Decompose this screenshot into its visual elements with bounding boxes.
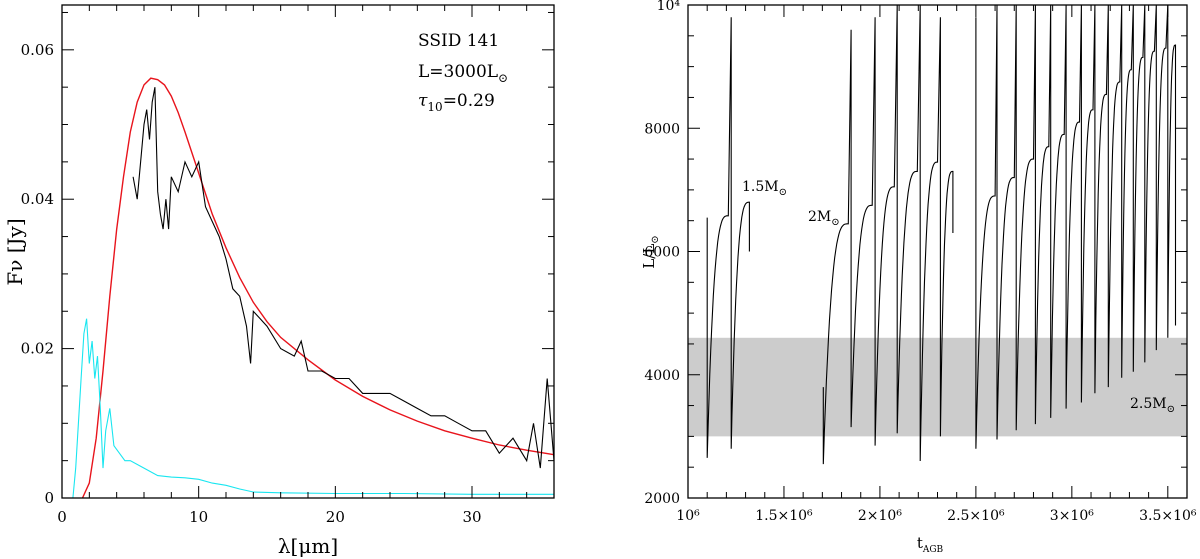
right-y-axis-label-main: L/L <box>640 244 658 269</box>
tau-label: τ10=0.29 <box>418 91 495 114</box>
right-y-tick-label: 6000 <box>644 245 680 261</box>
left-y-tick-label: 0.04 <box>21 190 54 208</box>
label-1-5-msun: 1.5M⊙ <box>742 179 787 198</box>
label-1-5-msun-text: 1.5M <box>742 179 779 195</box>
right-x-tick-label: 3.5×10⁶ <box>1139 508 1197 524</box>
right-x-tick-label: 1.5×10⁶ <box>755 508 813 524</box>
label-2-msun-text: 2M <box>808 209 831 225</box>
label-2-5-msun-text: 2.5M <box>1130 396 1167 412</box>
left-x-axis-label: λ[μm] <box>278 534 338 558</box>
tau-value: =0.29 <box>443 91 495 111</box>
luminosity-label: L=3000L⊙ <box>418 62 508 85</box>
right-x-axis-label: tAGB <box>917 534 944 555</box>
left-y-tick-label: 0 <box>44 489 54 507</box>
left-y-axis-label: Fν [Jy] <box>3 218 27 285</box>
label-2-5-msun-sun: ⊙ <box>1167 404 1175 415</box>
ssid-label: SSID 141 <box>418 31 499 51</box>
luminosity-text: L=3000L <box>418 62 498 82</box>
right-x-axis-label-main: t <box>917 534 923 552</box>
right-ticks <box>687 4 1187 499</box>
left-series-model <box>81 77 555 499</box>
label-2-msun: 2M⊙ <box>808 209 840 228</box>
right-panel: 10⁶ 1.5×10⁶ 2×10⁶ 2.5×10⁶ 3×10⁶ 3.5×10⁶ 2000 4… <box>640 0 1197 555</box>
right-y-tick-label: 2000 <box>644 491 680 507</box>
left-y-tick-labels: 0 0.02 0.04 0.06 <box>21 41 54 507</box>
left-x-tick-label: 10 <box>189 508 208 526</box>
right-y-axis-label-sub: ⊙ <box>650 235 661 243</box>
shaded-band <box>688 337 1187 437</box>
right-y-axis-label: L/L⊙ <box>640 235 661 268</box>
left-x-tick-label: 0 <box>57 508 67 526</box>
left-x-tick-label: 20 <box>326 508 345 526</box>
tau-symbol: τ <box>418 91 428 111</box>
left-series-layer <box>72 77 555 499</box>
left-x-tick-label: 30 <box>462 508 481 526</box>
right-y-tick-label: 4000 <box>644 368 680 384</box>
right-x-axis-label-sub: AGB <box>922 545 944 555</box>
left-ticks <box>61 5 554 499</box>
tau-subscript: 10 <box>427 100 442 114</box>
right-y-tick-labels: 2000 4000 6000 8000 10⁴ <box>644 0 680 507</box>
left-series-stellar-photosphere <box>72 318 554 499</box>
label-1-5-msun-sun: ⊙ <box>779 187 787 198</box>
right-x-tick-label: 3×10⁶ <box>1050 508 1094 524</box>
luminosity-sun-symbol: ⊙ <box>498 71 508 85</box>
left-series-observed-spectrum <box>132 87 555 469</box>
right-x-tick-label: 2.5×10⁶ <box>947 508 1005 524</box>
left-x-tick-labels: 0 10 20 30 <box>57 508 481 526</box>
left-y-tick-label: 0.02 <box>21 340 54 358</box>
right-y-tick-label: 10⁴ <box>657 0 681 14</box>
right-x-tick-label: 2×10⁶ <box>858 508 902 524</box>
right-x-tick-labels: 10⁶ 1.5×10⁶ 2×10⁶ 2.5×10⁶ 3×10⁶ 3.5×10⁶ <box>676 508 1197 524</box>
left-y-tick-label: 0.06 <box>21 41 54 59</box>
label-2-msun-sun: ⊙ <box>831 217 839 228</box>
label-2-5-msun: 2.5M⊙ <box>1130 396 1175 415</box>
track-1-5M-msun <box>706 17 750 458</box>
right-x-tick-label: 10⁶ <box>676 508 700 524</box>
right-y-tick-label: 8000 <box>644 121 680 137</box>
left-panel: 0 10 20 30 0 0.02 0.04 0.06 λ[μm] Fν [Jy] SSID… <box>3 4 555 558</box>
